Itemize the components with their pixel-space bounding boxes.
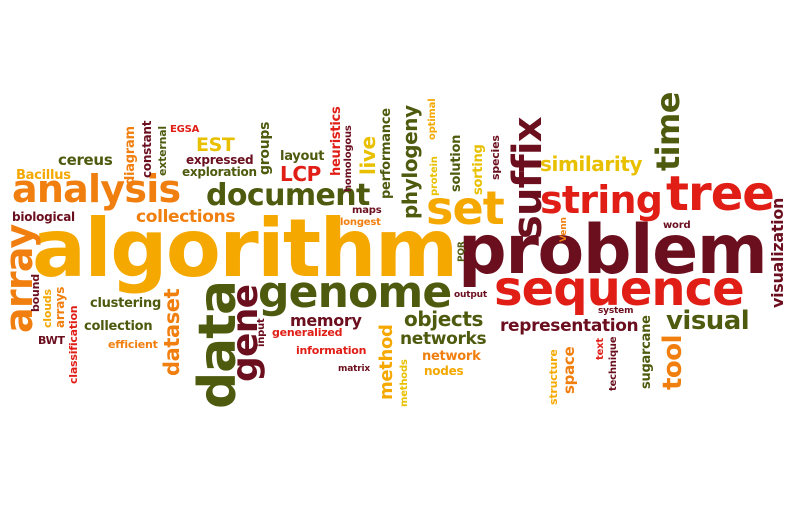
- word-sorting: sorting: [471, 144, 486, 196]
- word-clustering: clustering: [90, 296, 162, 311]
- word-output: output: [454, 290, 487, 300]
- word-longest: longest: [340, 217, 381, 228]
- word-homologous: homologous: [343, 125, 354, 192]
- word-external: external: [156, 126, 169, 176]
- word-memory: memory: [290, 311, 362, 330]
- word-LCP: LCP: [280, 162, 321, 186]
- word-objects: objects: [404, 307, 483, 331]
- word-network: network: [422, 349, 481, 364]
- word-document: document: [206, 178, 370, 213]
- word-heuristics: heuristics: [329, 106, 344, 176]
- word-exploration: exploration: [182, 165, 257, 179]
- word-tree: tree: [666, 166, 775, 222]
- word-EST: EST: [196, 134, 235, 156]
- word-generalized: generalized: [272, 326, 343, 339]
- word-analysis: analysis: [12, 167, 181, 211]
- word-representation: representation: [500, 316, 639, 336]
- word-text: text: [595, 338, 606, 360]
- word-maps: maps: [352, 205, 382, 216]
- word-classification: classification: [67, 305, 80, 384]
- word-protein: protein: [429, 156, 440, 196]
- word-dataset: dataset: [160, 288, 184, 376]
- word-tool: tool: [658, 335, 688, 390]
- word-bound: bound: [29, 274, 42, 312]
- word-visualization: visualization: [768, 197, 787, 308]
- word-visual: visual: [666, 306, 750, 336]
- word-nodes: nodes: [424, 364, 464, 378]
- word-similarity: similarity: [540, 152, 643, 176]
- word-suffix: suffix: [505, 117, 551, 239]
- word-layout: layout: [280, 149, 325, 164]
- word-sequence: sequence: [494, 261, 745, 317]
- word-efficient: efficient: [108, 338, 158, 351]
- word-networks: networks: [400, 329, 487, 349]
- word-constant: constant: [140, 120, 154, 178]
- word-Bacillus: Bacillus: [16, 168, 71, 183]
- word-algorithm: algorithm: [32, 202, 458, 295]
- word-methods: methods: [399, 359, 410, 407]
- word-problem: problem: [458, 211, 768, 290]
- word-diagram: diagram: [123, 126, 138, 185]
- word-sugarcane: sugarcane: [639, 315, 654, 389]
- word-method: method: [376, 324, 397, 400]
- word-collections: collections: [136, 207, 236, 227]
- word-information: information: [296, 344, 367, 357]
- word-time: time: [649, 92, 687, 171]
- word-expressed: expressed: [186, 153, 254, 167]
- word-EGSA: EGSA: [170, 124, 200, 135]
- word-species: species: [489, 135, 502, 180]
- word-live: live: [356, 136, 380, 175]
- word-BWT: BWT: [38, 334, 65, 347]
- word-string: string: [540, 178, 663, 222]
- word-arrays: arrays: [53, 286, 67, 328]
- word-structure: structure: [547, 349, 560, 405]
- word-performance: performance: [379, 108, 394, 199]
- word-system: system: [598, 306, 634, 316]
- word-space: space: [560, 346, 578, 394]
- word-matrix: matrix: [338, 364, 371, 374]
- word-cereus: cereus: [58, 151, 113, 169]
- word-input: input: [256, 318, 267, 347]
- word-Venn: Venn: [559, 217, 569, 242]
- word-groups: groups: [257, 121, 273, 175]
- word-biological: biological: [12, 210, 75, 224]
- word-solution: solution: [449, 134, 464, 192]
- word-PQR: PQR: [457, 241, 467, 262]
- word-collection: collection: [84, 319, 153, 334]
- word-optimal: optimal: [427, 98, 438, 140]
- word-clouds: clouds: [41, 289, 54, 328]
- word-phylogeny: phylogeny: [398, 105, 422, 219]
- word-genome: genome: [258, 267, 452, 318]
- word-technique: technique: [608, 336, 619, 391]
- word-word: word: [663, 220, 691, 231]
- word-set: set: [426, 181, 505, 235]
